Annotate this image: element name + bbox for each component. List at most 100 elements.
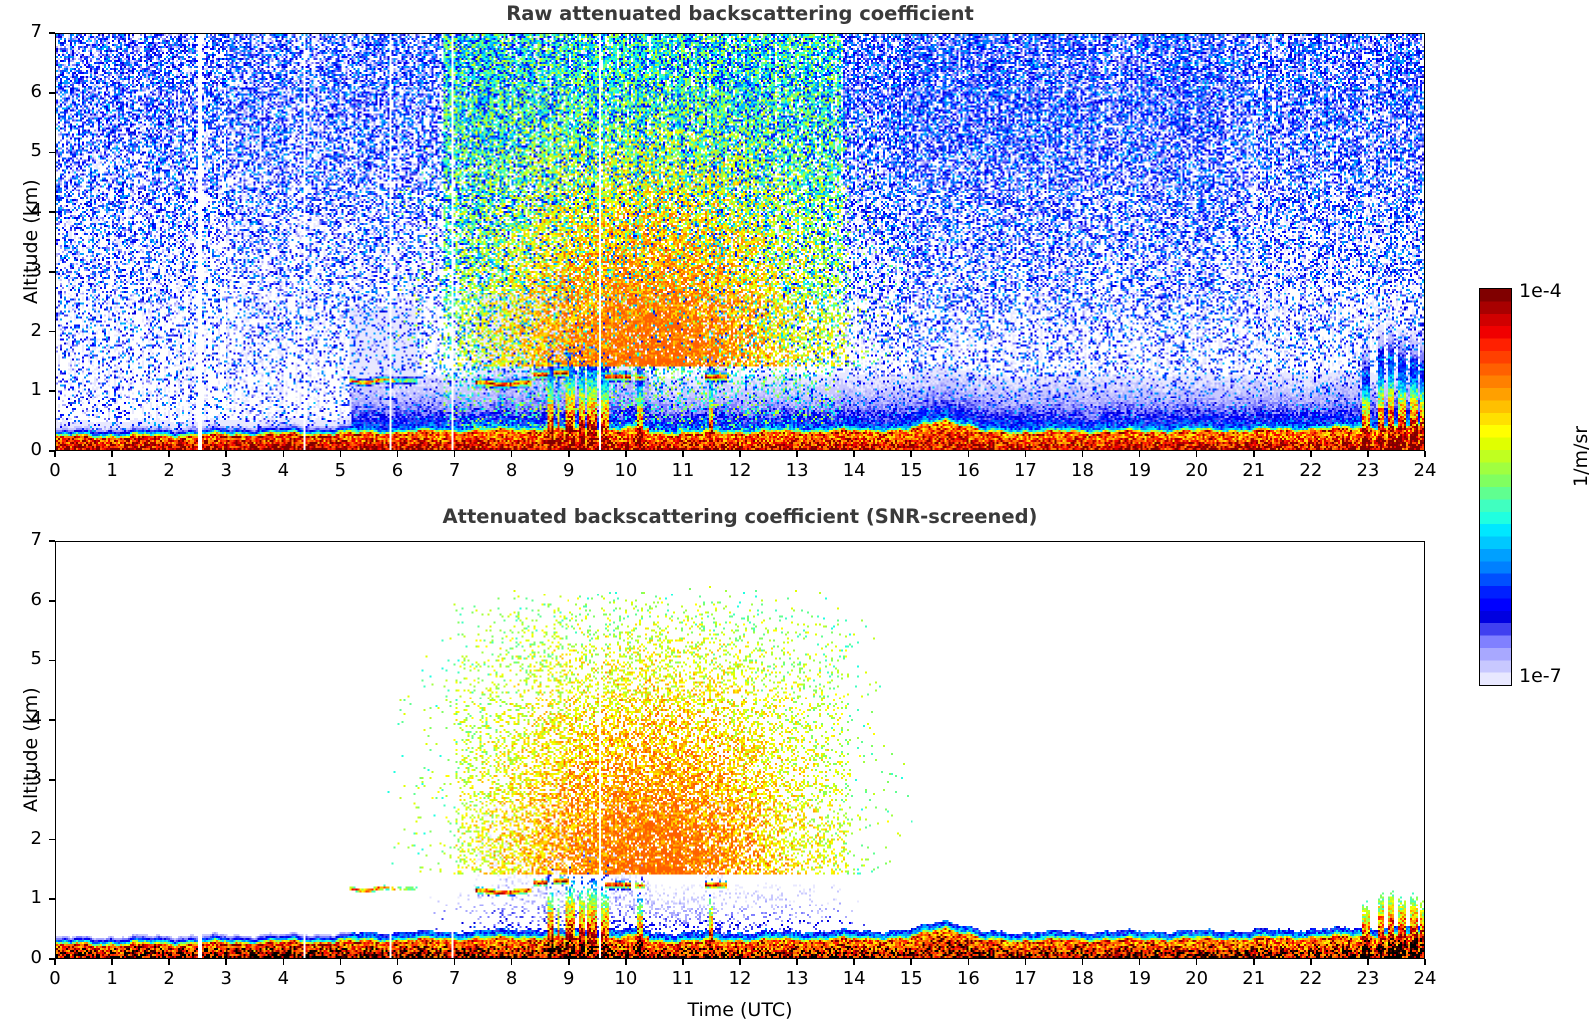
y-tick-2 xyxy=(49,330,55,333)
y-ticklabel-6: 6 xyxy=(30,588,42,610)
x-tick-16 xyxy=(967,959,970,965)
x-ticklabel-22: 22 xyxy=(1299,460,1323,481)
x-tick-1 xyxy=(111,959,113,965)
y-tick-4 xyxy=(49,719,55,721)
y-tick-7 xyxy=(49,32,55,34)
x-tick-16 xyxy=(967,451,970,457)
y-ticklabel-4: 4 xyxy=(30,200,42,222)
x-tick-10 xyxy=(625,959,627,965)
x-tick-1 xyxy=(111,451,113,457)
x-ticklabel-18: 18 xyxy=(1071,460,1094,481)
y-tick-6 xyxy=(49,91,55,94)
x-ticklabel-14: 14 xyxy=(842,968,866,989)
x-ticklabel-7: 7 xyxy=(448,968,461,989)
x-ticklabel-6: 6 xyxy=(391,968,404,989)
x-ticklabel-19: 19 xyxy=(1128,968,1152,989)
x-tick-4 xyxy=(282,451,285,457)
x-tick-13 xyxy=(796,451,798,457)
x-ticklabel-13: 13 xyxy=(785,460,809,481)
x-ticklabel-23: 23 xyxy=(1356,968,1380,989)
y-tick-7 xyxy=(49,540,55,542)
x-tick-11 xyxy=(682,451,684,457)
x-tick-14 xyxy=(853,959,855,965)
x-tick-5 xyxy=(339,451,342,457)
x-ticklabel-16: 16 xyxy=(956,968,980,989)
y-ticklabel-5: 5 xyxy=(30,648,42,670)
x-ticklabel-20: 20 xyxy=(1185,968,1209,989)
colorbar-min-label: 1e-7 xyxy=(1519,665,1562,687)
y-ticklabel-3: 3 xyxy=(30,259,42,281)
x-ticklabel-9: 9 xyxy=(563,968,575,989)
y-tick-6 xyxy=(49,599,55,602)
x-tick-8 xyxy=(510,959,513,965)
x-ticklabel-4: 4 xyxy=(277,968,290,989)
y-tick-2 xyxy=(49,838,55,841)
y-axis-label-screened: Altitude (km) xyxy=(20,687,42,812)
x-ticklabel-15: 15 xyxy=(899,460,923,481)
y-tick-1 xyxy=(49,898,55,901)
x-tick-8 xyxy=(510,451,513,457)
x-tick-20 xyxy=(1195,451,1198,457)
x-ticklabel-18: 18 xyxy=(1071,968,1094,989)
y-ticklabel-7: 7 xyxy=(30,529,42,550)
x-tick-3 xyxy=(225,959,228,965)
x-ticklabel-21: 21 xyxy=(1242,460,1266,481)
heatmap-axes-raw[interactable] xyxy=(55,33,1425,451)
x-tick-9 xyxy=(567,959,570,965)
y-tick-0 xyxy=(49,450,55,452)
x-ticklabel-23: 23 xyxy=(1356,460,1380,481)
x-ticklabel-5: 5 xyxy=(334,968,347,989)
x-tick-22 xyxy=(1310,451,1312,457)
panel-title-raw: Raw attenuated backscattering coefficien… xyxy=(506,2,974,25)
x-tick-2 xyxy=(168,451,170,457)
x-tick-3 xyxy=(225,451,228,457)
y-axis-label-raw: Altitude (km) xyxy=(20,179,42,304)
y-ticklabel-5: 5 xyxy=(30,140,42,162)
x-tick-9 xyxy=(567,451,570,457)
x-ticklabel-9: 9 xyxy=(563,460,575,481)
x-tick-7 xyxy=(453,959,456,965)
x-tick-6 xyxy=(396,959,399,965)
x-tick-19 xyxy=(1138,451,1141,457)
x-tick-15 xyxy=(910,959,913,965)
y-tick-5 xyxy=(49,659,55,662)
x-tick-21 xyxy=(1252,451,1255,457)
x-ticklabel-3: 3 xyxy=(220,460,232,481)
x-ticklabel-24: 24 xyxy=(1413,460,1437,481)
x-ticklabel-21: 21 xyxy=(1242,968,1266,989)
y-ticklabel-1: 1 xyxy=(30,379,42,401)
x-tick-17 xyxy=(1024,451,1027,457)
x-ticklabel-0: 0 xyxy=(49,968,61,989)
colorbar[interactable] xyxy=(1479,288,1512,686)
x-ticklabel-24: 24 xyxy=(1413,968,1437,989)
y-ticklabel-0: 0 xyxy=(30,439,42,460)
y-ticklabel-3: 3 xyxy=(30,767,42,789)
y-tick-1 xyxy=(49,390,55,393)
x-tick-15 xyxy=(910,451,913,457)
x-ticklabel-1: 1 xyxy=(106,460,118,481)
y-ticklabel-2: 2 xyxy=(30,827,42,849)
x-ticklabel-19: 19 xyxy=(1128,460,1152,481)
x-tick-0 xyxy=(54,959,56,965)
heatmap-image-screened xyxy=(56,542,1424,958)
y-ticklabel-1: 1 xyxy=(30,887,42,909)
x-ticklabel-11: 11 xyxy=(671,460,695,481)
heatmap-axes-screened[interactable] xyxy=(55,541,1425,959)
x-ticklabel-4: 4 xyxy=(277,460,290,481)
x-ticklabel-0: 0 xyxy=(49,460,61,481)
x-tick-11 xyxy=(682,959,684,965)
x-tick-4 xyxy=(282,959,285,965)
x-ticklabel-8: 8 xyxy=(505,460,518,481)
x-ticklabel-6: 6 xyxy=(391,460,404,481)
x-ticklabel-12: 12 xyxy=(728,968,752,989)
x-tick-6 xyxy=(396,451,399,457)
x-tick-17 xyxy=(1024,959,1027,965)
x-tick-19 xyxy=(1138,959,1141,965)
colorbar-max-label: 1e-4 xyxy=(1519,280,1562,302)
x-ticklabel-10: 10 xyxy=(614,460,638,481)
y-tick-0 xyxy=(49,958,55,960)
x-ticklabel-17: 17 xyxy=(1013,968,1037,989)
y-ticklabel-2: 2 xyxy=(30,319,42,341)
x-tick-2 xyxy=(168,959,170,965)
